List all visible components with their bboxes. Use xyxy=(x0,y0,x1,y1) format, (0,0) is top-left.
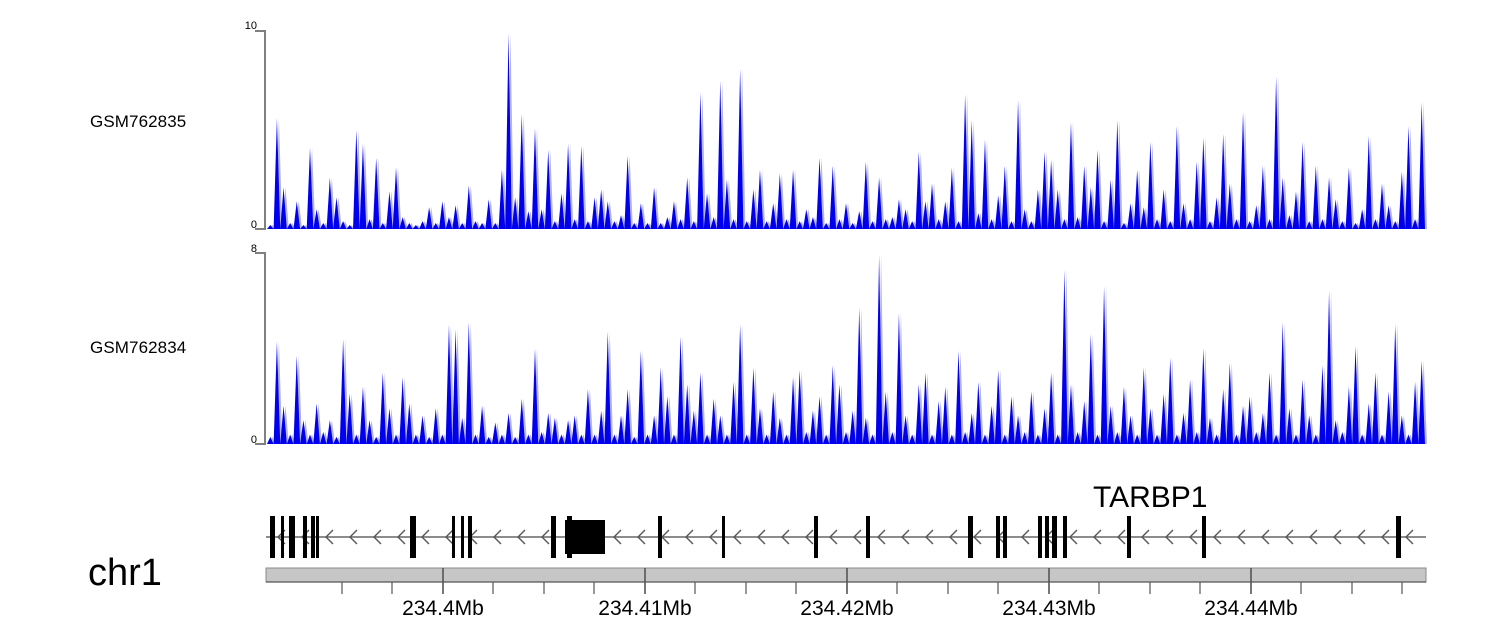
strand-arrow-icon xyxy=(1381,529,1390,545)
gene-model-track[interactable] xyxy=(266,516,1426,558)
strand-arrow-icon xyxy=(445,529,454,545)
track1-axis-max-label: 10 xyxy=(244,20,257,32)
strand-arrow-icon xyxy=(853,529,862,545)
strand-arrow-icon xyxy=(805,529,814,545)
gene-name-label: TARBP1 xyxy=(1093,481,1208,514)
strand-arrow-icon xyxy=(1285,529,1294,545)
gene-exon[interactable] xyxy=(814,516,818,558)
strand-arrow-icon xyxy=(1237,529,1246,545)
strand-arrow-icon xyxy=(1165,529,1174,545)
strand-arrow-icon xyxy=(1093,529,1102,545)
gene-exon[interactable] xyxy=(303,516,307,558)
strand-arrow-icon xyxy=(1021,529,1030,545)
gene-exon[interactable] xyxy=(866,516,870,558)
gene-exon[interactable] xyxy=(316,516,319,558)
strand-arrow-icon xyxy=(1117,529,1126,545)
gene-exon[interactable] xyxy=(996,516,1000,558)
track2-axis-max-label: 8 xyxy=(250,243,257,255)
strand-arrow-icon xyxy=(877,529,886,545)
gene-exon[interactable] xyxy=(567,516,572,558)
gene-exon[interactable] xyxy=(289,516,295,558)
gene-exon[interactable] xyxy=(658,516,662,558)
track1-coverage-area xyxy=(267,32,1427,230)
strand-arrow-icon xyxy=(1141,529,1150,545)
track-label-gsm762834: GSM762834 xyxy=(90,338,187,357)
strand-arrow-icon xyxy=(541,529,550,545)
strand-arrow-icon xyxy=(829,529,838,545)
gene-exon[interactable] xyxy=(270,516,275,558)
strand-arrow-icon xyxy=(949,529,958,545)
axis-tick-label: 234.43Mb xyxy=(1002,597,1096,620)
gene-exon[interactable] xyxy=(410,516,416,558)
gene-exon[interactable] xyxy=(1202,516,1206,558)
strand-arrow-icon xyxy=(613,529,622,545)
axis-tick-label: 234.44Mb xyxy=(1204,597,1298,620)
track2-axis-min-label: 0 xyxy=(250,434,257,446)
strand-arrow-icon xyxy=(325,529,334,545)
gene-exon[interactable] xyxy=(281,516,284,558)
strand-arrow-icon xyxy=(373,529,382,545)
strand-arrow-icon xyxy=(1357,529,1366,545)
gene-exon[interactable] xyxy=(1045,516,1049,558)
track1-axis-min-label: 0 xyxy=(250,219,257,231)
track1-y-axis xyxy=(255,30,266,230)
strand-arrow-icon xyxy=(493,529,502,545)
gene-exon[interactable] xyxy=(461,516,464,558)
strand-arrow-icon xyxy=(925,529,934,545)
gene-exon[interactable] xyxy=(1052,516,1057,558)
track-label-gsm762835: GSM762835 xyxy=(90,112,187,131)
gene-exon[interactable] xyxy=(1038,516,1042,558)
track2-coverage-area xyxy=(267,255,1427,444)
gene-exon[interactable] xyxy=(1063,516,1067,558)
strand-arrow-icon xyxy=(1069,529,1078,545)
strand-arrow-icon xyxy=(517,529,526,545)
gene-exon[interactable] xyxy=(722,516,725,558)
strand-arrow-icon xyxy=(709,529,718,545)
gene-exon[interactable] xyxy=(452,516,455,558)
axis-tick-label: 234.41Mb xyxy=(598,597,692,620)
gene-exon[interactable] xyxy=(1003,516,1007,558)
strand-arrow-icon xyxy=(421,529,430,545)
genome-axis-ticks xyxy=(266,568,1426,594)
strand-arrow-icon xyxy=(349,529,358,545)
strand-arrow-icon xyxy=(757,529,766,545)
strand-arrow-icon xyxy=(397,529,406,545)
strand-arrow-icon xyxy=(901,529,910,545)
track2-y-axis xyxy=(255,252,266,445)
strand-arrow-icon xyxy=(1405,529,1414,545)
strand-arrow-icon xyxy=(685,529,694,545)
strand-arrow-icon xyxy=(1189,529,1198,545)
strand-arrow-icon xyxy=(733,529,742,545)
gene-exon[interactable] xyxy=(551,516,556,558)
strand-arrow-icon xyxy=(1261,529,1270,545)
gene-exon[interactable] xyxy=(468,516,472,558)
strand-arrow-icon xyxy=(1213,529,1222,545)
gene-exon[interactable] xyxy=(1396,516,1401,558)
gene-exon[interactable] xyxy=(968,516,973,558)
gene-exon[interactable] xyxy=(311,516,315,558)
axis-tick-label: 234.42Mb xyxy=(800,597,894,620)
genome-axis-ideogram xyxy=(265,567,1427,583)
axis-tick-label: 234.4Mb xyxy=(402,597,484,620)
chromosome-label: chr1 xyxy=(88,552,162,594)
strand-arrow-icon xyxy=(973,529,982,545)
strand-arrow-icon xyxy=(1333,529,1342,545)
strand-arrow-icon xyxy=(1309,529,1318,545)
gene-exon[interactable] xyxy=(1127,516,1131,558)
strand-arrow-icon xyxy=(781,529,790,545)
strand-arrow-icon xyxy=(637,529,646,545)
